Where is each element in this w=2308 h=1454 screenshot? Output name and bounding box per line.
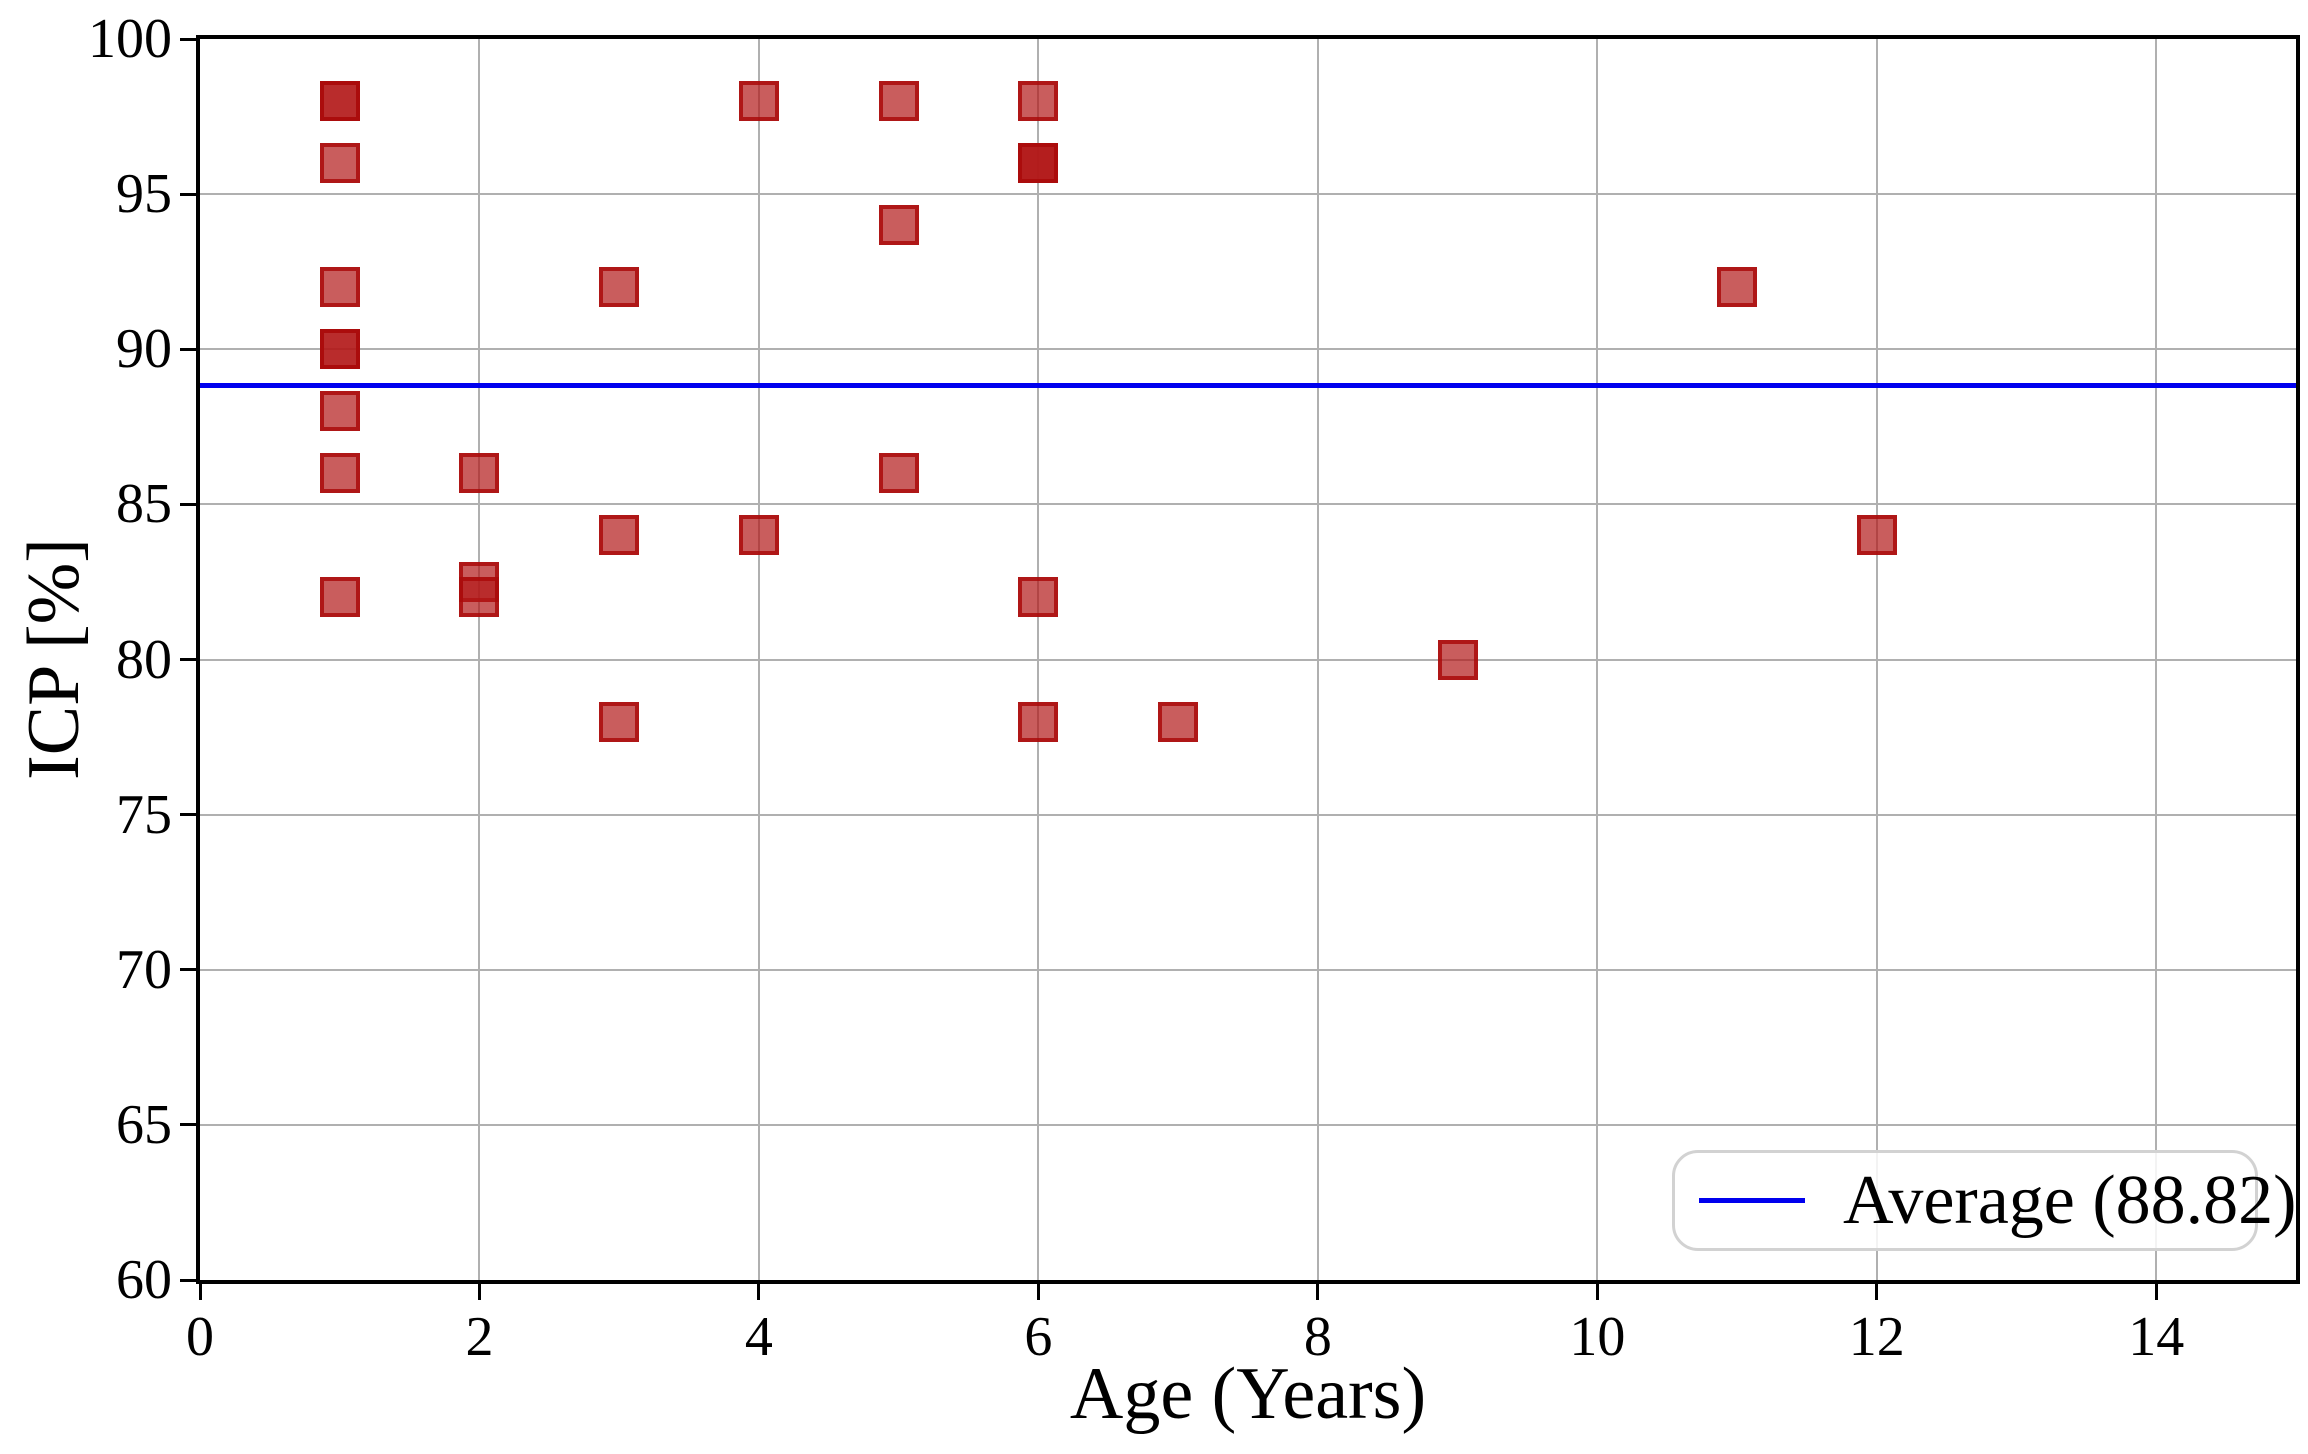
data-point-marker — [1856, 515, 1897, 556]
data-point-marker — [319, 81, 360, 122]
legend: Average (88.82) — [1672, 1150, 2297, 1251]
x-tick-mark — [1595, 1284, 1599, 1300]
legend-line-sample — [1699, 1198, 1805, 1203]
y-tick-label: 80 — [116, 628, 172, 691]
gridline-horizontal — [200, 503, 2296, 506]
y-tick-mark — [180, 1278, 196, 1282]
x-tick-mark — [1316, 1284, 1320, 1300]
data-point-marker — [1717, 267, 1758, 308]
data-point-marker — [319, 577, 360, 618]
x-tick-label: 6 — [1024, 1306, 1053, 1368]
y-tick-mark — [180, 347, 196, 351]
data-point-marker — [319, 143, 360, 184]
average-line — [200, 383, 2296, 389]
data-point-marker — [1018, 143, 1059, 184]
y-tick-label: 65 — [116, 1093, 172, 1156]
y-tick-mark — [180, 813, 196, 817]
data-point-marker — [599, 701, 640, 742]
x-tick-mark — [477, 1284, 481, 1300]
data-point-marker — [459, 453, 500, 494]
x-tick-label: 0 — [186, 1306, 214, 1368]
gridline-horizontal — [200, 193, 2296, 196]
data-point-marker — [878, 453, 919, 494]
y-tick-mark — [180, 37, 196, 41]
x-tick-mark — [1875, 1284, 1879, 1300]
x-tick-mark — [757, 1284, 761, 1300]
gridline-horizontal — [200, 1123, 2296, 1126]
y-axis-label: ICP [%] — [13, 538, 95, 780]
data-point-marker — [599, 267, 640, 308]
x-tick-label: 2 — [465, 1306, 494, 1368]
y-tick-mark — [180, 658, 196, 661]
data-point-marker — [738, 515, 779, 556]
gridline-horizontal — [200, 348, 2296, 351]
y-tick-label: 85 — [116, 473, 172, 536]
gridline-horizontal — [200, 813, 2296, 816]
data-point-marker — [599, 515, 640, 556]
data-point-marker — [1018, 577, 1059, 618]
y-tick-label: 70 — [116, 938, 172, 1001]
y-tick-mark — [180, 502, 196, 506]
y-tick-label: 95 — [116, 163, 172, 226]
x-tick-label: 12 — [1848, 1306, 1905, 1368]
gridline-horizontal — [200, 968, 2296, 971]
data-point-marker — [878, 205, 919, 246]
data-point-marker — [1018, 701, 1059, 742]
x-tick-label: 14 — [2128, 1306, 2185, 1368]
y-tick-mark — [180, 192, 196, 196]
y-tick-mark — [180, 1123, 196, 1127]
x-tick-mark — [198, 1284, 202, 1300]
x-tick-label: 8 — [1303, 1306, 1332, 1368]
y-tick-label: 100 — [88, 8, 172, 70]
y-tick-label: 60 — [116, 1249, 172, 1311]
x-tick-label: 10 — [1569, 1306, 1626, 1368]
x-axis-label: Age (Years) — [1069, 1353, 1427, 1435]
y-tick-label: 75 — [116, 783, 172, 846]
data-point-marker — [738, 81, 779, 122]
plot-area — [200, 39, 2296, 1280]
y-tick-label: 90 — [116, 318, 172, 381]
y-tick-mark — [180, 968, 196, 972]
data-point-marker — [878, 81, 919, 122]
data-point-marker — [459, 577, 500, 618]
legend-entry-label: Average (88.82) — [1843, 1161, 2297, 1239]
gridline-horizontal — [200, 658, 2296, 661]
data-point-marker — [1158, 701, 1199, 742]
data-point-marker — [1437, 639, 1478, 680]
plot-area-frame — [196, 35, 2300, 1284]
x-tick-label: 4 — [744, 1306, 773, 1368]
data-point-marker — [319, 391, 360, 432]
data-point-marker — [319, 329, 360, 370]
data-point-marker — [319, 267, 360, 308]
data-point-marker — [1018, 81, 1059, 122]
data-point-marker — [319, 453, 360, 494]
x-tick-mark — [1036, 1284, 1040, 1300]
x-tick-mark — [2154, 1284, 2158, 1300]
